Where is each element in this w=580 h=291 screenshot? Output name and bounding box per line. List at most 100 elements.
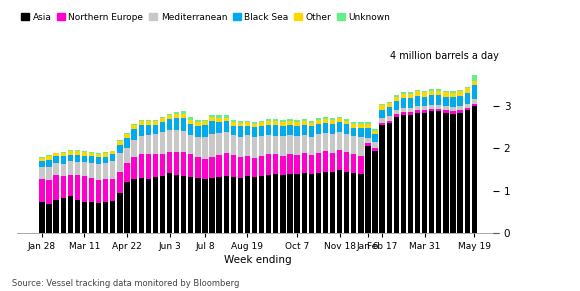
Bar	[68, 175, 73, 196]
Bar	[181, 118, 186, 131]
Bar	[344, 134, 349, 152]
Bar	[401, 115, 406, 233]
Bar	[252, 158, 257, 177]
Bar	[132, 140, 137, 157]
Legend: Asia, Northern Europe, Mediterranean, Black Sea, Other, Unknown: Asia, Northern Europe, Mediterranean, Bl…	[17, 10, 394, 26]
Bar	[365, 146, 371, 233]
Bar	[295, 174, 300, 233]
Bar	[160, 176, 165, 233]
Bar	[273, 136, 278, 154]
Bar	[316, 118, 321, 120]
Bar	[39, 179, 45, 203]
Bar	[245, 176, 250, 233]
Bar	[273, 119, 278, 121]
Bar	[68, 155, 73, 161]
Bar	[96, 154, 101, 157]
Bar	[39, 157, 45, 158]
Bar	[188, 154, 193, 177]
Bar	[96, 180, 101, 203]
Bar	[259, 122, 264, 126]
Bar	[443, 110, 448, 113]
Bar	[231, 135, 236, 155]
Bar	[174, 112, 179, 114]
Bar	[46, 167, 52, 180]
Bar	[202, 120, 208, 121]
Bar	[344, 124, 349, 134]
Bar	[415, 90, 420, 91]
Bar	[429, 104, 434, 109]
Bar	[273, 125, 278, 136]
Bar	[358, 156, 364, 174]
Bar	[96, 164, 101, 180]
Bar	[309, 127, 314, 136]
Bar	[422, 106, 427, 110]
Bar	[379, 125, 385, 233]
Bar	[124, 133, 130, 134]
Bar	[309, 174, 314, 233]
Bar	[46, 160, 52, 167]
Bar	[252, 122, 257, 123]
Bar	[53, 153, 59, 157]
Bar	[60, 164, 66, 176]
Bar	[330, 120, 335, 123]
Bar	[472, 104, 477, 106]
Bar	[401, 112, 406, 115]
Bar	[330, 118, 335, 120]
Bar	[295, 122, 300, 126]
Bar	[46, 204, 52, 233]
Bar	[436, 95, 441, 104]
Bar	[458, 113, 463, 233]
Bar	[223, 132, 229, 152]
Bar	[422, 92, 427, 97]
Bar	[103, 153, 108, 157]
Bar	[195, 136, 201, 157]
Bar	[153, 121, 158, 125]
Bar	[302, 121, 307, 125]
Bar	[82, 203, 87, 233]
Bar	[287, 174, 293, 233]
Bar	[139, 154, 144, 178]
Bar	[188, 135, 193, 154]
Bar	[53, 152, 59, 153]
Bar	[401, 93, 406, 98]
Bar	[245, 156, 250, 176]
Bar	[436, 89, 441, 91]
Bar	[238, 136, 243, 157]
Bar	[216, 133, 222, 155]
Bar	[372, 129, 378, 131]
Bar	[422, 110, 427, 113]
Bar	[167, 119, 172, 130]
Bar	[302, 119, 307, 121]
Bar	[139, 125, 144, 136]
Bar	[259, 136, 264, 157]
Bar	[337, 170, 342, 233]
Bar	[323, 119, 328, 123]
Bar	[202, 159, 208, 179]
Bar	[273, 154, 278, 174]
Bar	[188, 123, 193, 135]
Bar	[344, 172, 349, 233]
Bar	[351, 173, 357, 233]
Bar	[351, 124, 357, 128]
Bar	[174, 114, 179, 118]
Bar	[202, 125, 208, 136]
Bar	[195, 122, 201, 126]
Bar	[358, 122, 364, 124]
Bar	[415, 110, 420, 113]
Bar	[160, 117, 165, 118]
Bar	[68, 196, 73, 233]
Bar	[295, 120, 300, 122]
Bar	[266, 121, 271, 125]
Bar	[386, 102, 392, 103]
Bar	[429, 111, 434, 233]
Bar	[259, 126, 264, 136]
Bar	[394, 110, 399, 114]
Bar	[117, 145, 122, 153]
Bar	[223, 176, 229, 233]
Bar	[372, 150, 378, 233]
Bar	[379, 104, 385, 105]
Bar	[96, 153, 101, 154]
Bar	[117, 193, 122, 233]
Bar	[337, 132, 342, 150]
Bar	[295, 136, 300, 155]
